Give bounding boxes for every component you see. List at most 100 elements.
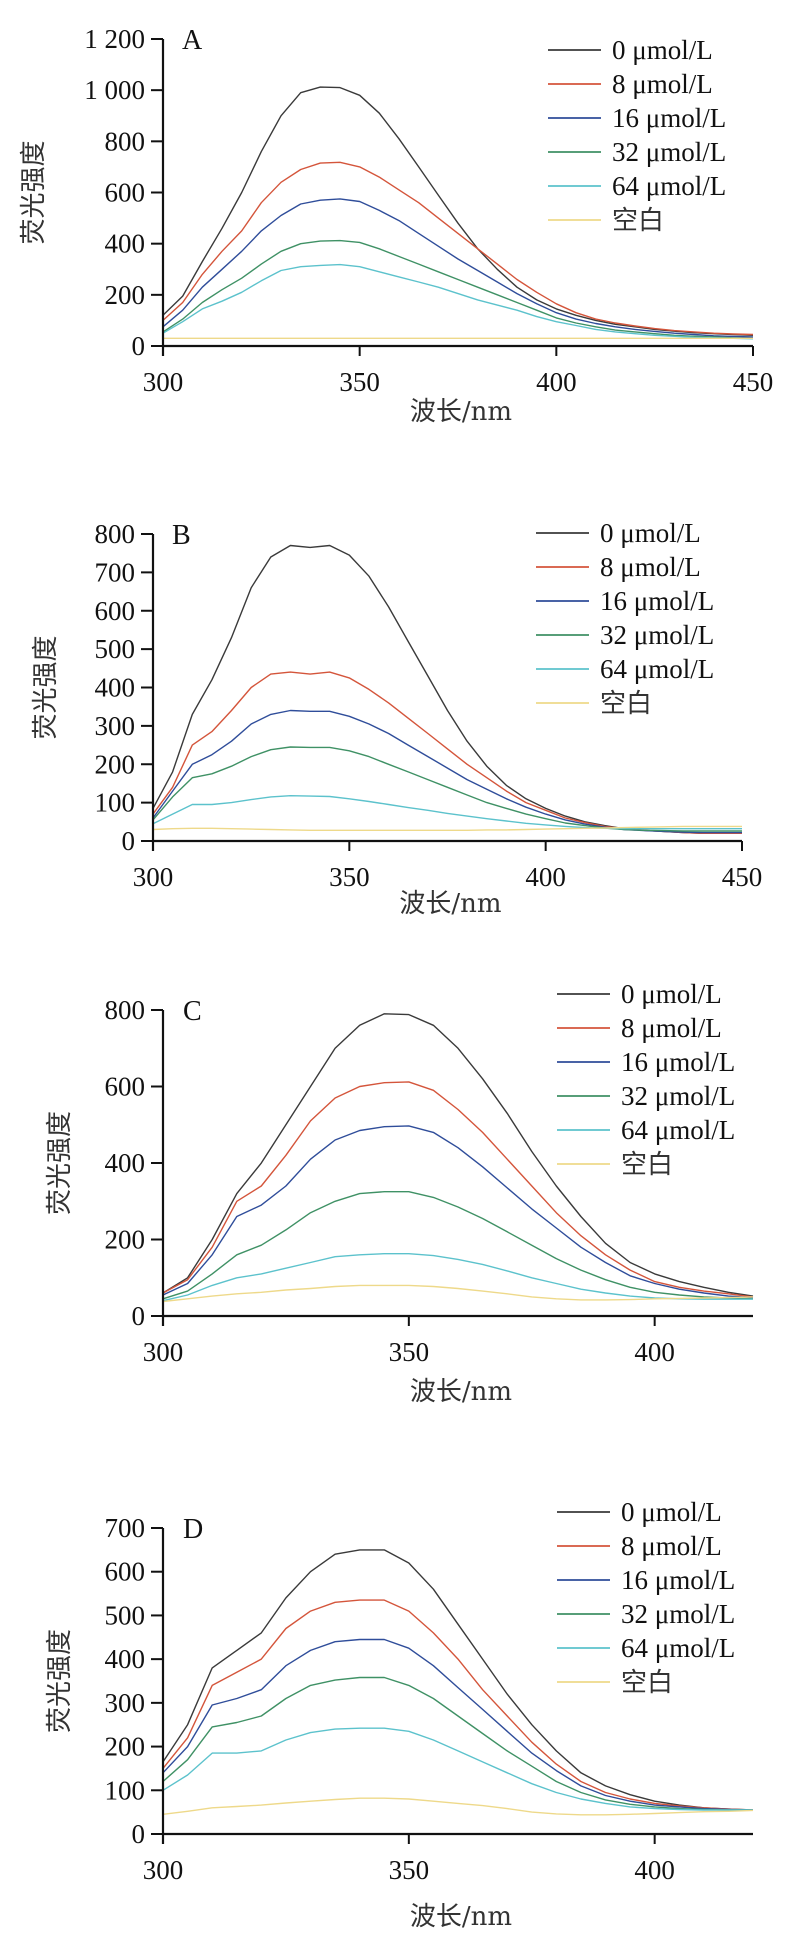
- y-tick-label: 0: [132, 1301, 146, 1331]
- y-tick-label: 700: [105, 1513, 146, 1543]
- x-tick-label: 450: [733, 367, 774, 397]
- legend-label: 64 μmol/L: [621, 1115, 735, 1145]
- series-line-2: [152, 709, 742, 834]
- legend-label: 64 μmol/L: [621, 1633, 735, 1663]
- x-tick-label: 300: [143, 1855, 184, 1885]
- y-tick-label: 100: [95, 788, 136, 818]
- legend-label: 16 μmol/L: [612, 103, 726, 133]
- legend-label: 32 μmol/L: [621, 1081, 735, 1111]
- panel-letter: B: [172, 520, 191, 551]
- x-tick-label: 350: [389, 1855, 430, 1885]
- y-tick-label: 800: [105, 995, 146, 1025]
- legend-label: 32 μmol/L: [600, 620, 714, 650]
- x-tick-label: 400: [525, 862, 566, 892]
- y-tick-label: 200: [105, 280, 146, 310]
- x-tick-label: 400: [634, 1855, 675, 1885]
- series-line-3: [162, 1190, 754, 1300]
- legend-label: 8 μmol/L: [612, 69, 713, 99]
- y-axis-title: 荧光强度: [45, 1629, 75, 1733]
- series-line-1: [162, 161, 754, 336]
- x-tick-label: 300: [143, 1337, 184, 1367]
- legend: 0 μmol/L 8 μmol/L 16 μmol/L 32 μmol/L 64 μmo…: [557, 1497, 735, 1698]
- y-tick-label: 0: [132, 331, 146, 361]
- y-tick-label: 500: [105, 1600, 146, 1630]
- legend-label: 空白: [621, 1150, 673, 1180]
- legend-label: 空白: [600, 689, 652, 719]
- y-tick-label: 300: [95, 711, 136, 741]
- legend-label: 8 μmol/L: [621, 1013, 722, 1043]
- panel-b: 300 350 400 450 0 100 200 300 400 500 600 700 800 B 荧光…: [31, 518, 762, 919]
- y-tick-label: 400: [105, 1148, 146, 1178]
- series-line-5: [152, 825, 742, 831]
- series-line-5: [162, 1797, 754, 1816]
- y-tick-label: 200: [105, 1225, 146, 1255]
- y-tick-label: 1 200: [84, 24, 145, 54]
- y-tick-label: 0: [122, 826, 136, 856]
- series-line-1: [162, 1599, 754, 1811]
- series-line-3: [162, 239, 754, 339]
- y-axis-title: 荧光强度: [19, 140, 49, 244]
- series-line-0: [162, 1013, 754, 1297]
- series-line-3: [152, 746, 742, 832]
- series-line-4: [152, 795, 742, 830]
- y-tick-label: 0: [132, 1819, 146, 1849]
- panel-letter: D: [183, 1514, 203, 1545]
- series-line-2: [162, 1638, 754, 1811]
- legend-label: 空白: [612, 206, 664, 236]
- series-line-0: [162, 1549, 754, 1811]
- y-tick-label: 600: [95, 596, 136, 626]
- y-tick-label: 400: [105, 229, 146, 259]
- legend-label: 16 μmol/L: [600, 586, 714, 616]
- legend-label: 32 μmol/L: [612, 137, 726, 167]
- x-tick-label: 350: [339, 367, 380, 397]
- series-line-1: [162, 1081, 754, 1298]
- y-tick-label: 400: [105, 1644, 146, 1674]
- series-line-3: [162, 1676, 753, 1811]
- x-tick-label: 400: [634, 1337, 675, 1367]
- series-line-5: [162, 1284, 754, 1303]
- series-line-4: [162, 1252, 753, 1302]
- x-tick-label: 400: [536, 367, 577, 397]
- y-tick-label: 800: [105, 126, 146, 156]
- x-axis-title: 波长/nm: [410, 397, 512, 427]
- legend-label: 0 μmol/L: [600, 518, 701, 548]
- y-tick-label: 1 000: [84, 75, 145, 105]
- y-tick-label: 300: [105, 1688, 146, 1718]
- x-tick-label: 450: [722, 862, 763, 892]
- y-tick-label: 100: [105, 1775, 146, 1805]
- legend-label: 0 μmol/L: [612, 35, 713, 65]
- legend-label: 0 μmol/L: [621, 1497, 722, 1527]
- y-axis-title: 荧光强度: [45, 1111, 75, 1215]
- legend-label: 空白: [621, 1668, 673, 1698]
- series-line-2: [162, 1125, 754, 1299]
- legend-label: 8 μmol/L: [600, 552, 701, 582]
- panel-d: 300 350 400 0 100 200 300 400 500 600 700 D 荧光强度波长/n…: [45, 1497, 754, 1932]
- series-line-4: [162, 1727, 753, 1811]
- legend-label: 16 μmol/L: [621, 1565, 735, 1595]
- legend-label: 64 μmol/L: [612, 171, 726, 201]
- series-line-1: [152, 671, 742, 834]
- x-tick-label: 300: [133, 862, 174, 892]
- panel-letter: A: [182, 25, 203, 56]
- x-axis-title: 波长/nm: [399, 889, 501, 919]
- y-tick-label: 600: [105, 1557, 146, 1587]
- panel-a: 300 350 400 450 0 200 400 600 800 1 000 1 200 A 荧光强度…: [19, 24, 773, 427]
- y-tick-label: 600: [105, 1072, 146, 1102]
- y-axis-title: 荧光强度: [31, 635, 61, 739]
- legend: 0 μmol/L 8 μmol/L 16 μmol/L 32 μmol/L 64 μmo…: [536, 518, 714, 719]
- y-tick-label: 400: [95, 673, 136, 703]
- series-line-4: [162, 263, 754, 340]
- y-tick-label: 600: [105, 178, 146, 208]
- legend-label: 0 μmol/L: [621, 979, 722, 1009]
- y-tick-label: 200: [95, 749, 136, 779]
- y-tick-label: 800: [95, 519, 136, 549]
- x-axis-title: 波长/nm: [410, 1902, 512, 1932]
- x-tick-label: 350: [329, 862, 370, 892]
- x-tick-label: 350: [389, 1337, 430, 1367]
- legend-label: 64 μmol/L: [600, 654, 714, 684]
- legend-label: 32 μmol/L: [621, 1599, 735, 1629]
- legend-label: 16 μmol/L: [621, 1047, 735, 1077]
- x-axis-title: 波长/nm: [410, 1377, 512, 1407]
